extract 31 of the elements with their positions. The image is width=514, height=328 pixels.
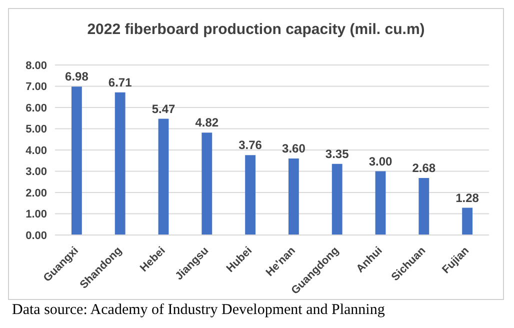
bar bbox=[114, 92, 126, 235]
y-tick-label: 6.00 bbox=[26, 102, 47, 114]
y-tick-label: 0.00 bbox=[26, 230, 47, 242]
chart-title: 2022 fiberboard production capacity (mil. cu.m) bbox=[86, 21, 426, 40]
data-label: 3.76 bbox=[238, 138, 262, 152]
data-label: 2.68 bbox=[412, 161, 436, 176]
y-tick-label: 2.00 bbox=[26, 187, 47, 200]
y-tick-label: 8.00 bbox=[26, 60, 47, 72]
bar bbox=[158, 118, 169, 235]
source-note: Data source: Academy of Industry Development and Planning bbox=[12, 302, 386, 319]
y-tick-label: 5.00 bbox=[26, 124, 47, 136]
data-label: 3.60 bbox=[282, 142, 306, 156]
bar bbox=[332, 164, 342, 235]
bar bbox=[245, 155, 256, 235]
data-label: 6.98 bbox=[65, 70, 89, 84]
y-tick-label: 4.00 bbox=[26, 144, 47, 157]
bar bbox=[71, 86, 82, 235]
data-label: 6.71 bbox=[108, 75, 132, 90]
bar bbox=[375, 171, 386, 235]
y-tick-label: 7.00 bbox=[26, 81, 47, 94]
data-label: 3.00 bbox=[368, 154, 392, 168]
bar bbox=[202, 132, 212, 235]
y-tick-label: 1.00 bbox=[26, 208, 47, 221]
bar bbox=[418, 178, 430, 235]
data-label: 5.47 bbox=[152, 102, 176, 116]
data-label: 4.82 bbox=[195, 116, 219, 130]
data-label: 3.35 bbox=[325, 146, 350, 161]
bar bbox=[462, 208, 473, 235]
bar bbox=[288, 158, 299, 235]
data-label: 1.28 bbox=[456, 190, 480, 205]
y-tick-label: 3.00 bbox=[26, 166, 47, 178]
